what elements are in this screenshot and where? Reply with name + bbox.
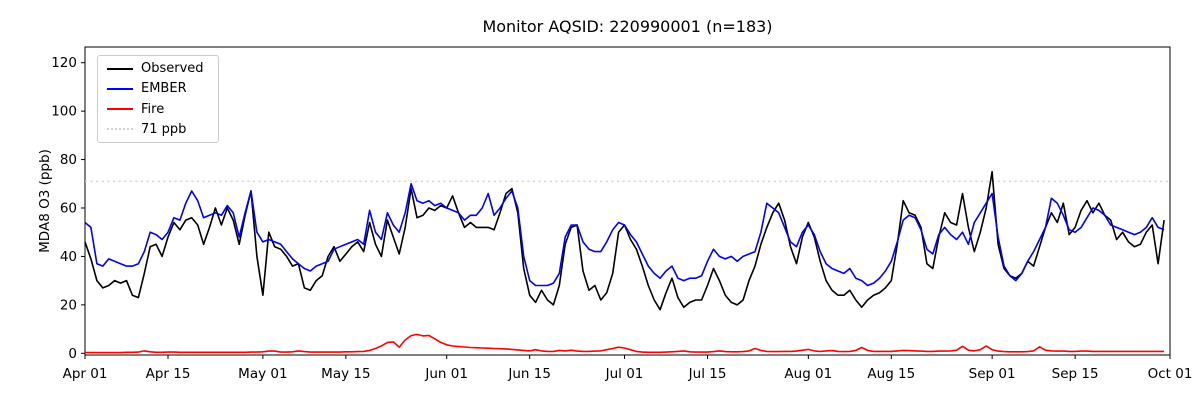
fire-line [85,333,1165,354]
x-tick-label: Apr 15 [146,366,191,382]
legend-item-label: 71 ppb [141,121,187,137]
observed-line [84,170,1165,311]
legend-item: EMBER [107,82,209,95]
x-tick-label: Jun 01 [424,366,468,382]
plot-border [84,46,1171,356]
x-tick-label: Jun 15 [507,366,551,382]
x-tick-label: Sep 01 [969,366,1016,382]
legend-item-label: Observed [141,61,204,76]
chart-title: Monitor AQSID: 220990001 (n=183) [482,17,773,36]
ember-line [84,183,1165,287]
x-tick-label: Aug 15 [867,366,915,382]
legend-item: Fire [107,103,209,116]
legend-item-label: Fire [141,101,165,117]
x-tick-label: Aug 01 [784,366,832,382]
x-tick-label: Oct 01 [1148,366,1193,382]
legend-item: Observed [107,62,209,75]
y-tick-label: 0 [68,346,77,362]
y-tick-label: 20 [60,297,77,313]
x-tick-label: Sep 15 [1052,366,1099,382]
x-tick-label: Jul 01 [605,366,644,382]
legend-item: 71 ppb [107,123,209,136]
y-tick-label: 40 [60,249,77,265]
x-tick-label: May 01 [238,366,287,382]
x-tick-label: May 15 [321,366,370,382]
x-tick-label: Apr 01 [63,366,108,382]
y-tick-label: 80 [60,152,77,168]
legend-line-sample [107,67,133,70]
y-tick-label: 100 [51,104,77,120]
y-tick-label: 120 [51,55,77,71]
legend-item-label: EMBER [141,81,187,97]
y-tick-label: 60 [60,201,77,217]
legend-line-sample [107,128,133,131]
legend: Observed EMBER Fire 71 ppb [97,55,219,143]
x-tick-label: Jul 15 [688,366,727,382]
legend-line-sample [107,87,133,90]
legend-line-sample [107,108,133,111]
